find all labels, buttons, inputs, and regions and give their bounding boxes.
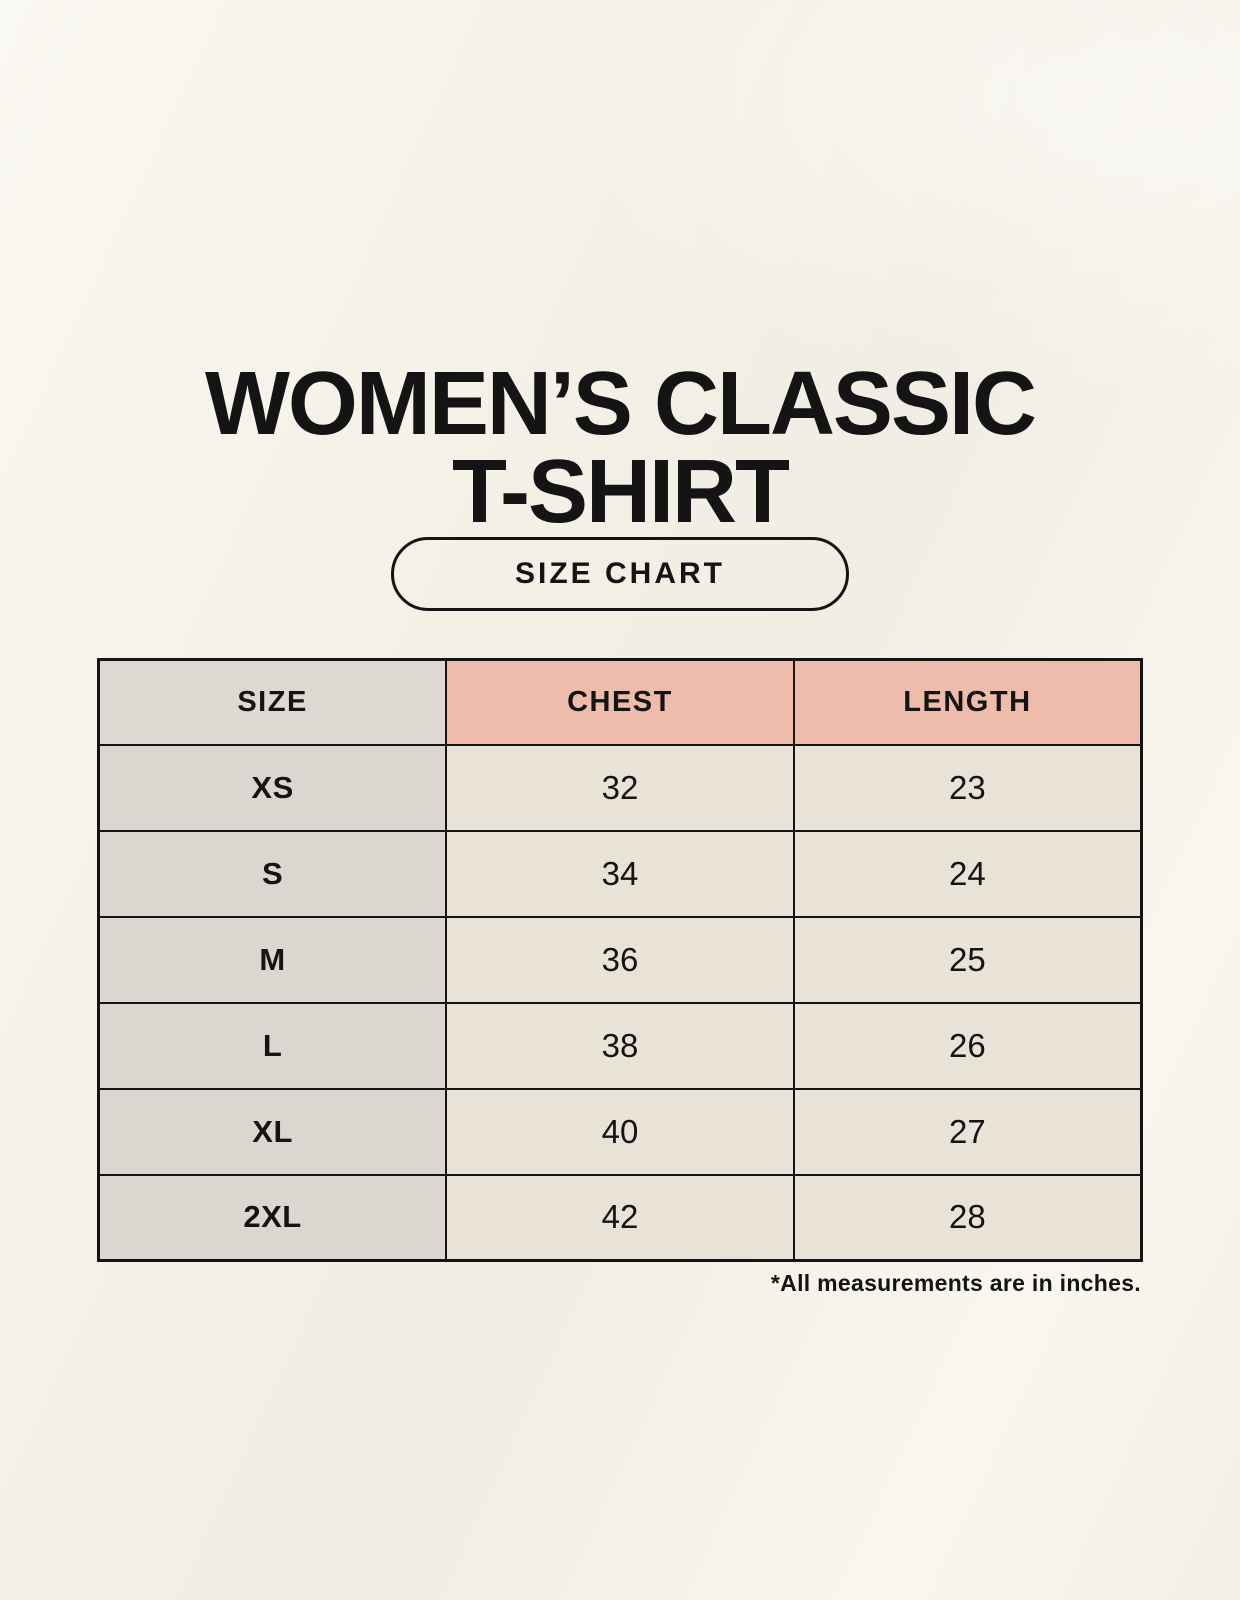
size-label: L: [97, 1001, 448, 1090]
column-header-chest: CHEST: [445, 658, 795, 746]
chest-value: 42: [445, 1173, 795, 1262]
chest-value: 34: [445, 829, 795, 918]
length-value: 28: [792, 1173, 1143, 1262]
size-label: XL: [97, 1087, 448, 1176]
length-value: 26: [792, 1001, 1143, 1090]
size-label: S: [97, 829, 448, 918]
size-table: SIZE CHEST LENGTH XS 32 23 S 34 24 M 36 …: [97, 658, 1143, 1262]
table-row-xl: XL 40 27: [97, 1087, 1143, 1176]
table-row-xs: XS 32 23: [97, 743, 1143, 832]
page-title-line1: WOMEN’S CLASSIC: [204, 354, 1037, 455]
table-row-l: L 38 26: [97, 1001, 1143, 1090]
chest-value: 32: [445, 743, 795, 832]
chest-value: 36: [445, 915, 795, 1004]
column-header-length: LENGTH: [792, 658, 1143, 746]
size-label: 2XL: [97, 1173, 448, 1262]
page-title-line2: T-SHIRT: [452, 442, 790, 543]
measurements-footnote: *All measurements are in inches.: [770, 1270, 1141, 1296]
table-row-m: M 36 25: [97, 915, 1143, 1004]
length-value: 27: [792, 1087, 1143, 1176]
column-header-size: SIZE: [97, 658, 448, 746]
table-row-2xl: 2XL 42 28: [97, 1173, 1143, 1262]
size-chart-button-label: SIZE CHART: [515, 557, 725, 590]
table-row-s: S 34 24: [97, 829, 1143, 918]
size-label: XS: [97, 743, 448, 832]
table-header-row: SIZE CHEST LENGTH: [97, 658, 1143, 746]
length-value: 24: [792, 829, 1143, 918]
length-value: 23: [792, 743, 1143, 832]
page-title: WOMEN’S CLASSIC T-SHIRT: [0, 359, 1240, 537]
chest-value: 38: [445, 1001, 795, 1090]
chest-value: 40: [445, 1087, 795, 1176]
size-chart-button[interactable]: SIZE CHART: [391, 537, 849, 611]
size-label: M: [97, 915, 448, 1004]
length-value: 25: [792, 915, 1143, 1004]
